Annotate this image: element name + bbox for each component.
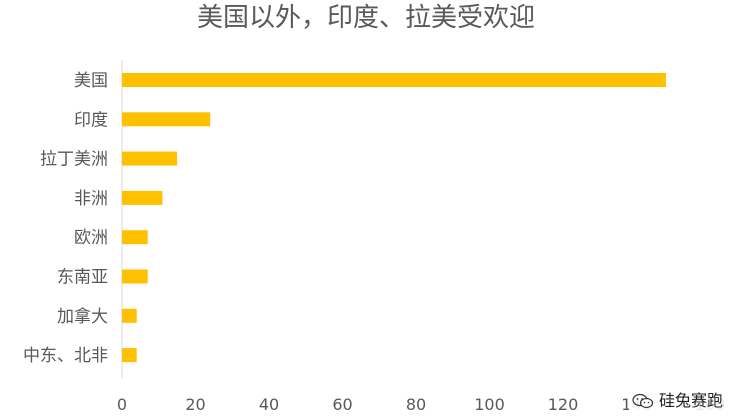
x-tick-label-0: 0 bbox=[117, 395, 127, 414]
category-label-7: 中东、北非 bbox=[23, 346, 108, 366]
category-label-0: 美国 bbox=[74, 71, 108, 91]
category-label-2: 拉丁美洲 bbox=[40, 150, 108, 170]
watermark-text: 硅兔赛跑 bbox=[658, 391, 723, 410]
x-tick-label-4: 80 bbox=[406, 395, 426, 414]
x-tick-label-3: 60 bbox=[332, 395, 352, 414]
bar-2 bbox=[122, 151, 178, 166]
bars-group bbox=[122, 73, 666, 363]
bar-6 bbox=[122, 308, 137, 323]
x-tick-label-6: 120 bbox=[548, 395, 579, 414]
x-tick-label-5: 100 bbox=[474, 395, 505, 414]
x-tick-label-1: 20 bbox=[185, 395, 205, 414]
category-label-1: 印度 bbox=[74, 110, 108, 130]
bar-3 bbox=[122, 190, 163, 205]
category-label-6: 加拿大 bbox=[57, 306, 108, 327]
category-label-5: 东南亚 bbox=[57, 268, 108, 288]
chart-title: 美国以外，印度、拉美受欢迎 bbox=[197, 3, 535, 33]
category-label-4: 欧洲 bbox=[74, 228, 108, 248]
watermark: 硅兔赛跑 bbox=[628, 391, 726, 410]
bar-5 bbox=[122, 269, 148, 284]
bar-1 bbox=[122, 112, 211, 127]
x-tick-label-2: 40 bbox=[259, 395, 279, 414]
bar-7 bbox=[122, 348, 137, 363]
bar-0 bbox=[122, 73, 666, 87]
category-label-3: 非洲 bbox=[74, 189, 108, 209]
wechat-icon bbox=[632, 393, 654, 409]
bar-4 bbox=[122, 230, 148, 245]
